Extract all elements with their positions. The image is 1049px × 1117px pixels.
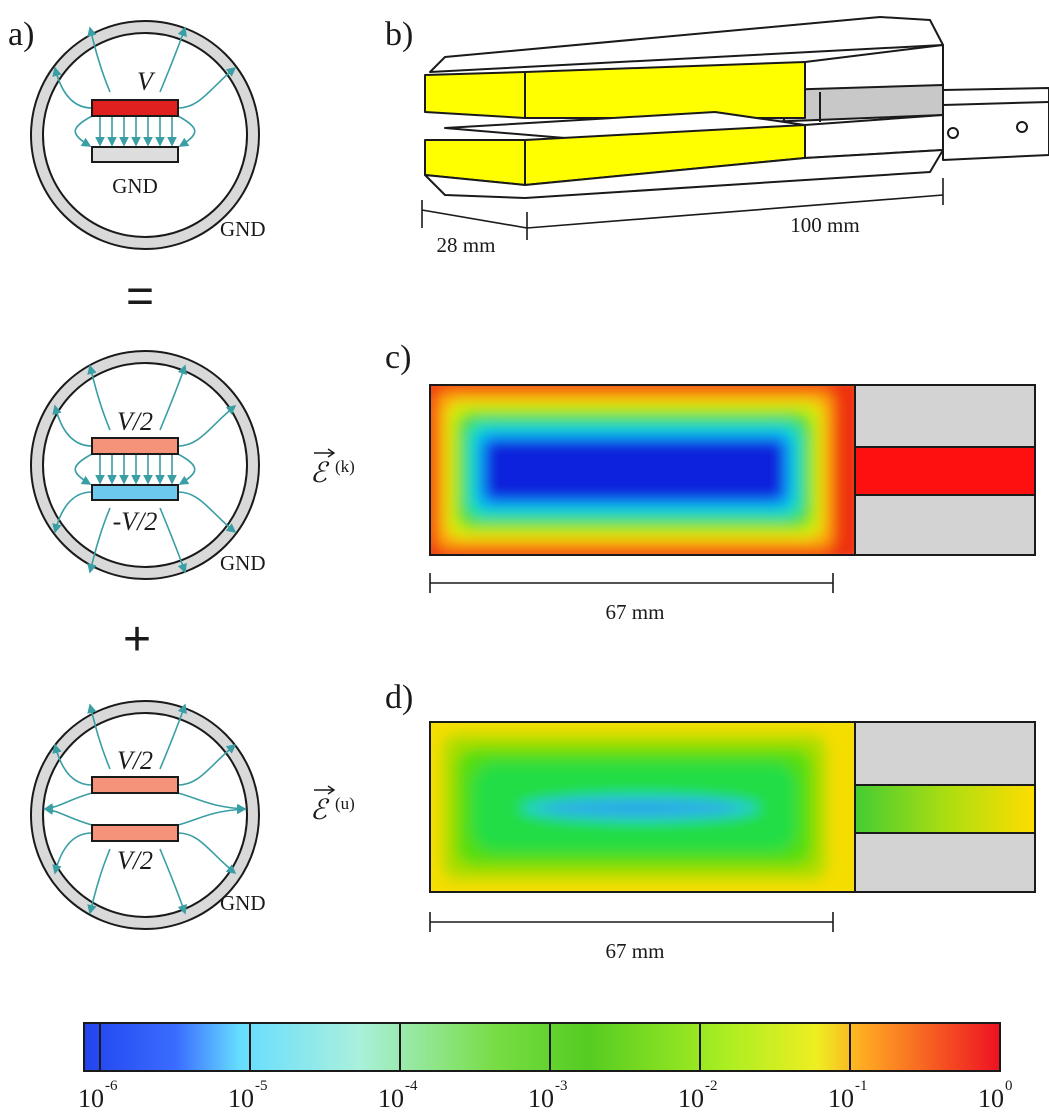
colorbar-label-base: 10 — [228, 1084, 254, 1113]
shape-g — [420, 375, 865, 565]
shield-label: GND — [220, 217, 266, 241]
field-symbol-text: ℰ — [310, 458, 330, 489]
panel-label: b) — [385, 16, 413, 53]
shape-rect — [855, 447, 1035, 495]
shield-label: GND — [220, 551, 266, 575]
shape-circle — [43, 713, 247, 917]
panel-label: a) — [8, 16, 34, 53]
shape-rect — [92, 147, 178, 162]
shape-g — [420, 712, 865, 902]
shape-circle — [948, 128, 958, 138]
scale-bar — [430, 912, 833, 932]
shape-ellipse — [540, 802, 740, 814]
colorbar-label-exponent: -6 — [105, 1078, 118, 1094]
colorbar-label-base: 10 — [528, 1084, 554, 1113]
figure: a) b) c) d) V GND GND = V/2 -V/2 GND + V… — [0, 0, 1049, 1117]
shape-rect — [92, 777, 178, 793]
colorbar-label-base: 10 — [978, 1084, 1004, 1113]
colorbar-label-base: 10 — [78, 1084, 104, 1113]
field-superscript: (u) — [335, 794, 355, 813]
colorbar-label-base: 10 — [678, 1084, 704, 1113]
panel-label: c) — [385, 339, 411, 376]
scale-label: 67 mm — [606, 939, 665, 963]
shape-rect — [855, 785, 1035, 833]
scale-bar — [430, 573, 833, 593]
colorbar-label-exponent: -2 — [705, 1078, 718, 1094]
colorbar-label-exponent: 0 — [1005, 1078, 1013, 1094]
field-symbol: ℰ (u) — [310, 786, 355, 826]
shape-rect — [855, 385, 1035, 447]
dimension-label: 100 mm — [790, 213, 859, 237]
equals-sign: = — [126, 270, 154, 323]
electrode-drawing — [425, 17, 1049, 198]
plate-label: V/2 — [117, 746, 153, 775]
plate-label: V/2 — [117, 846, 153, 875]
shape-circle — [43, 363, 247, 567]
shape-rect — [855, 495, 1035, 555]
plate-label: -V/2 — [113, 507, 158, 536]
colorbar — [84, 1023, 1000, 1071]
colorbar-label-base: 10 — [378, 1084, 404, 1113]
shape-g — [420, 712, 865, 902]
shape-rect — [855, 722, 1035, 785]
field-symbol: ℰ (k) — [310, 449, 355, 489]
shield-label: GND — [220, 891, 266, 915]
shape-rect — [92, 825, 178, 841]
shape-rect — [92, 100, 178, 116]
shape-rect — [92, 438, 178, 454]
field-map — [420, 375, 1035, 565]
plate-label: V/2 — [117, 407, 153, 436]
panel-label: d) — [385, 679, 413, 716]
shape-circle — [43, 33, 247, 237]
field-symbol-text: ℰ — [310, 795, 330, 826]
shape-polygon — [425, 62, 805, 118]
field-superscript: (k) — [335, 457, 355, 476]
plus-sign: + — [123, 613, 151, 666]
scale-label: 67 mm — [606, 600, 665, 624]
colorbar-label-exponent: -4 — [405, 1078, 418, 1094]
shape-g — [420, 375, 865, 565]
dimension-label: 28 mm — [437, 233, 496, 257]
shape-rect — [484, 439, 785, 501]
field-map — [420, 712, 1035, 902]
colorbar-label-exponent: -3 — [555, 1078, 568, 1094]
shape-rect — [855, 833, 1035, 892]
colorbar-label-base: 10 — [828, 1084, 854, 1113]
colorbar-label-exponent: -5 — [255, 1078, 268, 1094]
shape-circle — [1017, 122, 1027, 132]
plate-label: GND — [112, 174, 158, 198]
shape-rect — [92, 485, 178, 500]
shape-line — [527, 195, 943, 228]
shape-polygon — [943, 88, 1049, 160]
shape-line — [422, 210, 527, 228]
colorbar-label-exponent: -1 — [855, 1078, 868, 1094]
